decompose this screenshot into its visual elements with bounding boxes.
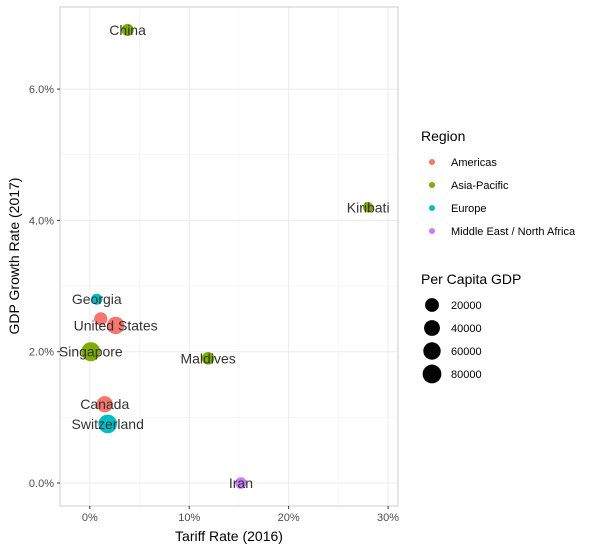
point-label: Switzerland bbox=[72, 416, 144, 432]
gdp-size-legend-label: 40000 bbox=[451, 323, 482, 335]
x-axis-ticks: 0% 10% 20% 30% bbox=[82, 506, 399, 524]
data-point bbox=[91, 293, 103, 305]
x-tick-label: 20% bbox=[278, 512, 300, 524]
region-legend-title: Region bbox=[421, 128, 465, 144]
gdp-size-legend-label: 20000 bbox=[451, 300, 482, 312]
point-label: Georgia bbox=[72, 291, 122, 307]
gdp-size-legend-key bbox=[423, 342, 441, 360]
data-point bbox=[121, 23, 134, 37]
region-legend-key bbox=[429, 182, 435, 188]
gdp-size-legend: Per Capita GDP 20000 40000 60000 80000 bbox=[421, 271, 521, 384]
panel-border bbox=[59, 6, 399, 507]
y-axis-ticks: 0.0% 2.0% 4.0% 6.0% bbox=[29, 84, 60, 490]
x-tick-label: 10% bbox=[178, 512, 200, 524]
gdp-size-legend-title: Per Capita GDP bbox=[421, 271, 521, 287]
gdp-size-legend-key bbox=[425, 298, 439, 312]
x-tick-label: 0% bbox=[82, 512, 98, 524]
region-legend-label: Americas bbox=[451, 157, 497, 169]
gdp-size-legend-label: 60000 bbox=[451, 346, 482, 358]
data-point bbox=[362, 202, 374, 213]
gdp-size-legend-key bbox=[422, 364, 442, 384]
data-point bbox=[106, 316, 125, 335]
point-label: United States bbox=[74, 317, 158, 333]
y-tick-label: 6.0% bbox=[29, 84, 54, 96]
point-label: China bbox=[109, 22, 146, 38]
data-point bbox=[201, 351, 215, 365]
data-point bbox=[81, 342, 101, 362]
y-tick-label: 4.0% bbox=[29, 215, 54, 227]
point-label: Canada bbox=[80, 396, 129, 412]
y-axis-title: GDP Growth Rate (2017) bbox=[6, 178, 22, 335]
data-point bbox=[96, 396, 113, 413]
data-point bbox=[98, 414, 118, 434]
data-point bbox=[235, 477, 247, 489]
x-axis-title: Tariff Rate (2016) bbox=[175, 528, 283, 544]
y-tick-label: 2.0% bbox=[29, 347, 54, 359]
point-label: Iran bbox=[229, 475, 253, 491]
region-legend: Region Americas Asia-Pacific Europe Middle … bbox=[421, 128, 576, 238]
point-label: Maldives bbox=[180, 350, 235, 366]
y-tick-label: 0.0% bbox=[29, 478, 54, 490]
point-labels: China Kiribati Georgia United States Singapo… bbox=[59, 22, 390, 491]
region-legend-label: Europe bbox=[451, 203, 486, 215]
region-legend-key bbox=[429, 159, 435, 165]
region-legend-label: Asia-Pacific bbox=[451, 180, 509, 192]
data-point bbox=[94, 312, 108, 326]
region-legend-key bbox=[429, 228, 435, 234]
x-tick-label: 30% bbox=[377, 512, 399, 524]
region-legend-label: Middle East / North Africa bbox=[451, 226, 576, 238]
data-points bbox=[81, 23, 374, 489]
region-legend-key bbox=[429, 205, 435, 211]
gdp-size-legend-key bbox=[424, 320, 440, 336]
gdp-size-legend-label: 80000 bbox=[451, 369, 482, 381]
point-label: Kiribati bbox=[347, 199, 390, 215]
point-label: Singapore bbox=[59, 344, 123, 360]
